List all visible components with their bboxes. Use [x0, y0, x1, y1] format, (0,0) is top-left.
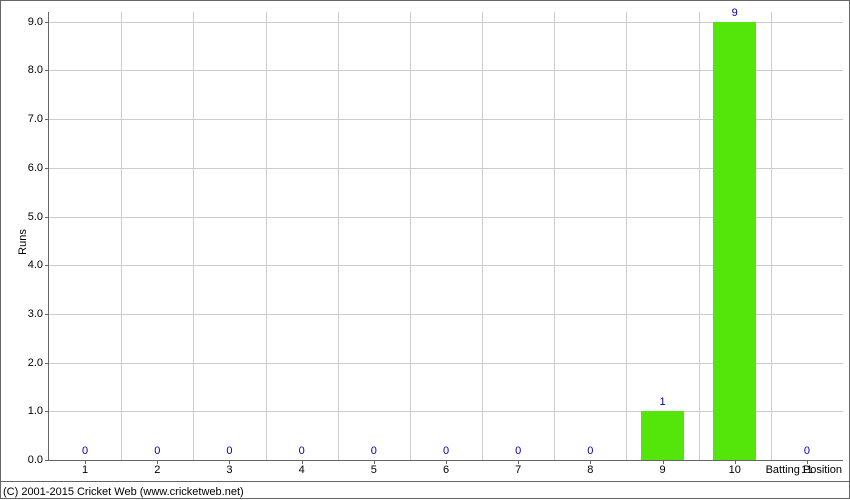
xtick-label: 2	[154, 464, 160, 476]
bar	[641, 411, 684, 460]
ytick-label: 6.0	[28, 162, 43, 174]
ytick-label: 0.0	[28, 454, 43, 466]
xtick-label: 6	[443, 464, 449, 476]
ytick-label: 3.0	[28, 308, 43, 320]
bar-value-label: 0	[82, 445, 88, 457]
y-axis-title: Runs	[17, 229, 29, 255]
ytick-mark	[45, 217, 49, 218]
ytick-mark	[45, 168, 49, 169]
ytick-label: 1.0	[28, 405, 43, 417]
gridline-v	[193, 12, 194, 460]
xtick-label: 9	[659, 464, 665, 476]
xtick-label: 8	[587, 464, 593, 476]
bar-value-label: 1	[659, 396, 665, 408]
gridline-v	[771, 12, 772, 460]
copyright-text: (C) 2001-2015 Cricket Web (www.cricketwe…	[3, 486, 244, 498]
bar-value-label: 0	[371, 445, 377, 457]
x-axis-title: Batting Position	[766, 464, 842, 476]
xtick-label: 7	[515, 464, 521, 476]
xtick-label: 5	[371, 464, 377, 476]
xtick-label: 10	[729, 464, 741, 476]
ytick-label: 7.0	[28, 113, 43, 125]
gridline-v	[699, 12, 700, 460]
ytick-mark	[45, 22, 49, 23]
ytick-mark	[45, 314, 49, 315]
xtick-label: 4	[299, 464, 305, 476]
chart-container: 0.01.02.03.04.05.06.07.08.09.01020304050…	[0, 0, 850, 500]
ytick-label: 4.0	[28, 259, 43, 271]
ytick-mark	[45, 460, 49, 461]
ytick-mark	[45, 411, 49, 412]
ytick-mark	[45, 265, 49, 266]
plot-area: 0.01.02.03.04.05.06.07.08.09.01020304050…	[48, 12, 843, 461]
bar-value-label: 0	[587, 445, 593, 457]
bar-value-label: 0	[515, 445, 521, 457]
bar	[713, 22, 756, 460]
ytick-label: 8.0	[28, 64, 43, 76]
gridline-v	[554, 12, 555, 460]
gridline-v	[482, 12, 483, 460]
bar-value-label: 0	[299, 445, 305, 457]
bar-value-label: 0	[154, 445, 160, 457]
gridline-v	[121, 12, 122, 460]
bar-value-label: 0	[226, 445, 232, 457]
bar-value-label: 9	[732, 7, 738, 19]
bar-value-label: 0	[804, 445, 810, 457]
ytick-mark	[45, 70, 49, 71]
ytick-label: 2.0	[28, 357, 43, 369]
gridline-v	[410, 12, 411, 460]
ytick-label: 9.0	[28, 16, 43, 28]
bar-value-label: 0	[443, 445, 449, 457]
gridline-v	[266, 12, 267, 460]
ytick-mark	[45, 119, 49, 120]
gridline-v	[626, 12, 627, 460]
ytick-mark	[45, 363, 49, 364]
ytick-label: 5.0	[28, 211, 43, 223]
xtick-label: 3	[226, 464, 232, 476]
xtick-label: 1	[82, 464, 88, 476]
gridline-v	[338, 12, 339, 460]
